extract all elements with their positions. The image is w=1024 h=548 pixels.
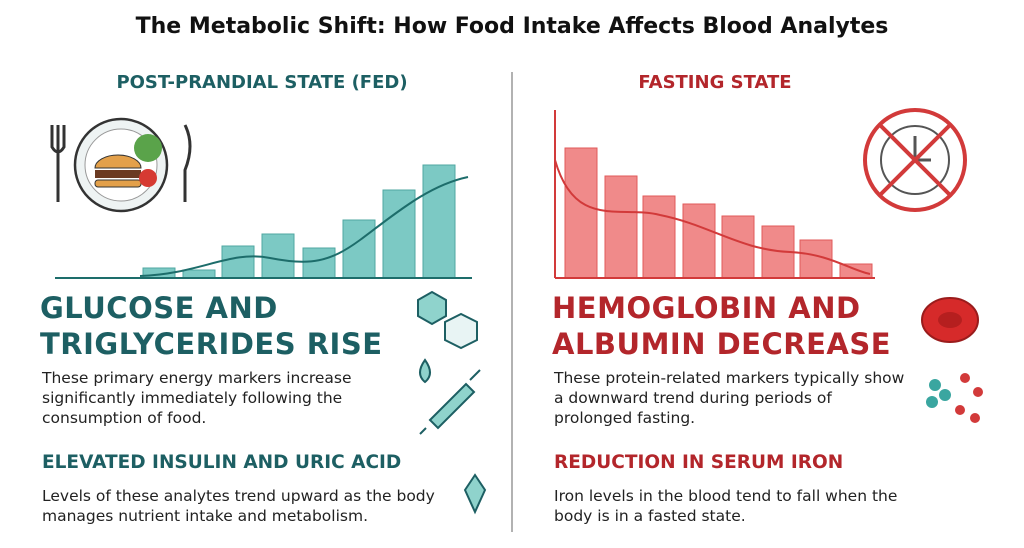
title-line: GLUCOSE AND xyxy=(40,291,278,325)
crossed-clock-icon xyxy=(863,108,967,212)
fed-main-title: GLUCOSE AND TRIGLYCERIDES RISE xyxy=(40,290,383,362)
protein-icons xyxy=(921,297,983,423)
fasting-heading: FASTING STATE xyxy=(638,72,792,93)
title-line: ALBUMIN DECREASE xyxy=(552,327,892,361)
title-line: HEMOGLOBIN AND xyxy=(552,291,861,325)
fed-chart xyxy=(55,164,472,279)
fed-subtext: Levels of these analytes trend upward as… xyxy=(42,487,435,525)
fed-subtitle: ELEVATED INSULIN AND URIC ACID xyxy=(42,452,402,473)
fasting-main-title: HEMOGLOBIN AND ALBUMIN DECREASE xyxy=(552,290,891,362)
fed-heading: POST-PRANDIAL STATE (FED) xyxy=(116,72,408,93)
title-line: TRIGLYCERIDES RISE xyxy=(40,327,383,361)
fasting-text: These protein-related markers typically … xyxy=(554,369,905,427)
fasting-subtext: Iron levels in the blood tend to fall wh… xyxy=(554,487,898,525)
glucose-icons xyxy=(417,290,487,515)
fasting-chart xyxy=(554,110,875,279)
plate-icon xyxy=(50,117,192,213)
fed-text: These primary energy markers increase si… xyxy=(42,369,352,427)
fasting-subtitle: REDUCTION IN SERUM IRON xyxy=(554,452,844,473)
title: The Metabolic Shift: How Food Intake Aff… xyxy=(135,14,889,39)
